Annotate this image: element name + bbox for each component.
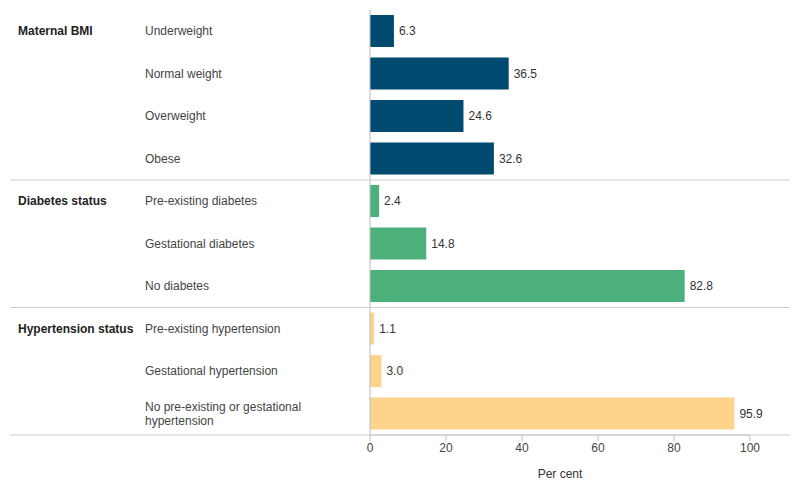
- svg-text:95.9: 95.9: [739, 407, 763, 421]
- svg-text:Hypertension status: Hypertension status: [18, 322, 134, 336]
- svg-text:0: 0: [367, 441, 374, 455]
- svg-text:32.6: 32.6: [499, 152, 523, 166]
- svg-text:Obese: Obese: [145, 152, 181, 166]
- svg-text:20: 20: [439, 441, 453, 455]
- svg-text:Gestational diabetes: Gestational diabetes: [145, 237, 254, 251]
- svg-text:Underweight: Underweight: [145, 24, 213, 38]
- svg-text:1.1: 1.1: [379, 322, 396, 336]
- svg-text:Pre-existing diabetes: Pre-existing diabetes: [145, 194, 257, 208]
- svg-text:40: 40: [515, 441, 529, 455]
- svg-text:60: 60: [591, 441, 605, 455]
- svg-text:Per cent: Per cent: [538, 467, 583, 481]
- svg-text:3.0: 3.0: [386, 364, 403, 378]
- svg-text:No pre-existing or gestational: No pre-existing or gestationalhypertensi…: [145, 400, 301, 428]
- svg-text:Diabetes status: Diabetes status: [18, 194, 107, 208]
- svg-text:80: 80: [667, 441, 681, 455]
- svg-text:Maternal BMI: Maternal BMI: [18, 24, 93, 38]
- svg-text:100: 100: [740, 441, 760, 455]
- svg-text:14.8: 14.8: [431, 237, 455, 251]
- svg-text:6.3: 6.3: [399, 24, 416, 38]
- svg-text:Pre-existing hypertension: Pre-existing hypertension: [145, 322, 280, 336]
- svg-text:36.5: 36.5: [514, 67, 538, 81]
- svg-text:82.8: 82.8: [690, 279, 714, 293]
- svg-text:24.6: 24.6: [468, 109, 492, 123]
- svg-text:Gestational hypertension: Gestational hypertension: [145, 364, 278, 378]
- svg-text:2.4: 2.4: [384, 194, 401, 208]
- svg-text:Overweight: Overweight: [145, 109, 206, 123]
- svg-text:No diabetes: No diabetes: [145, 279, 209, 293]
- svg-text:Normal weight: Normal weight: [145, 67, 222, 81]
